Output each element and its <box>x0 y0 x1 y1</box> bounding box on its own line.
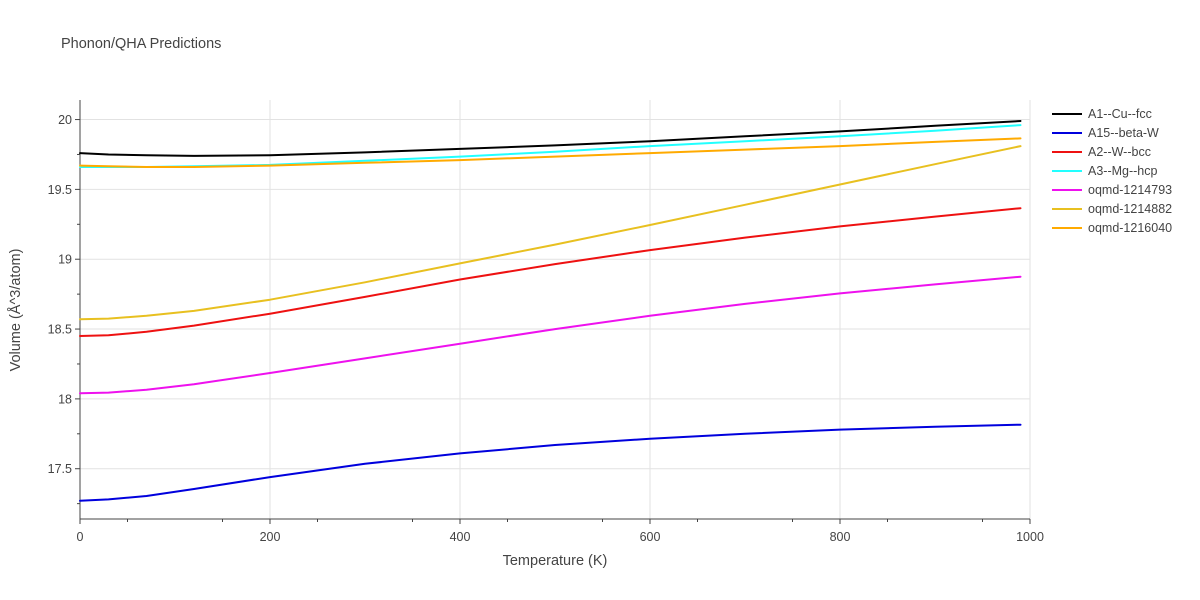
legend-item-a1-cu-fcc[interactable]: A1--Cu--fcc <box>1052 104 1172 123</box>
legend-swatch <box>1052 207 1082 210</box>
y-tick-label: 19.5 <box>48 183 72 197</box>
x-tick-label: 800 <box>830 530 851 544</box>
legend-item-oqmd-1216040[interactable]: oqmd-1216040 <box>1052 218 1172 237</box>
x-tick-label: 1000 <box>1016 530 1044 544</box>
legend-item-oqmd-1214793[interactable]: oqmd-1214793 <box>1052 180 1172 199</box>
legend-label: A15--beta-W <box>1088 125 1159 140</box>
legend-item-oqmd-1214882[interactable]: oqmd-1214882 <box>1052 199 1172 218</box>
y-tick-label: 19 <box>58 253 72 267</box>
x-tick-label: 200 <box>260 530 281 544</box>
y-tick-label: 18 <box>58 392 72 406</box>
x-axis-title: Temperature (K) <box>502 553 608 569</box>
series-line-oqmd-1214793 <box>79 275 1022 395</box>
series-line-a15-beta-w <box>79 423 1022 502</box>
legend-item-a3-mg-hcp[interactable]: A3--Mg--hcp <box>1052 161 1172 180</box>
y-tick-label: 20 <box>58 113 72 127</box>
legend-label: A2--W--bcc <box>1088 144 1151 159</box>
y-tick-label: 17.5 <box>48 462 72 476</box>
legend-label: A3--Mg--hcp <box>1088 163 1158 178</box>
x-tick-label: 600 <box>640 530 661 544</box>
axes: 0 200 400 600 800 1000 17.5 18 18.5 19 19.5 20 <box>48 100 1044 544</box>
series-line-a1-cu-fcc <box>79 120 1022 157</box>
series-line-oqmd-1214882 <box>79 145 1022 321</box>
legend-item-a15-beta-w[interactable]: A15--beta-W <box>1052 123 1172 142</box>
legend-swatch <box>1052 188 1082 191</box>
legend-label: oqmd-1214793 <box>1088 182 1173 197</box>
x-tick-label: 400 <box>450 530 471 544</box>
legend-label: oqmd-1214882 <box>1088 201 1173 216</box>
legend-swatch <box>1052 169 1082 172</box>
y-tick-label: 18.5 <box>48 323 72 337</box>
legend-swatch <box>1052 112 1082 115</box>
legend-item-a2-w-bcc[interactable]: A2--W--bcc <box>1052 142 1172 161</box>
legend-swatch <box>1052 131 1082 134</box>
grid-lines <box>80 100 1031 519</box>
y-axis-title: Volume (Å^3/atom) <box>8 248 24 372</box>
series-line-a2-w-bcc <box>79 207 1022 337</box>
legend: A1--Cu--fcc A15--beta-W A2--W--bcc A3--Mg--… <box>1052 104 1172 237</box>
legend-label: A1--Cu--fcc <box>1088 106 1152 121</box>
series-lines <box>79 120 1022 502</box>
series-line-oqmd-1216040 <box>79 137 1022 168</box>
chart-title: Phonon/QHA Predictions <box>61 36 222 52</box>
legend-swatch <box>1052 226 1082 229</box>
legend-label: oqmd-1216040 <box>1088 220 1173 235</box>
legend-swatch <box>1052 150 1082 153</box>
x-tick-label: 0 <box>77 530 84 544</box>
